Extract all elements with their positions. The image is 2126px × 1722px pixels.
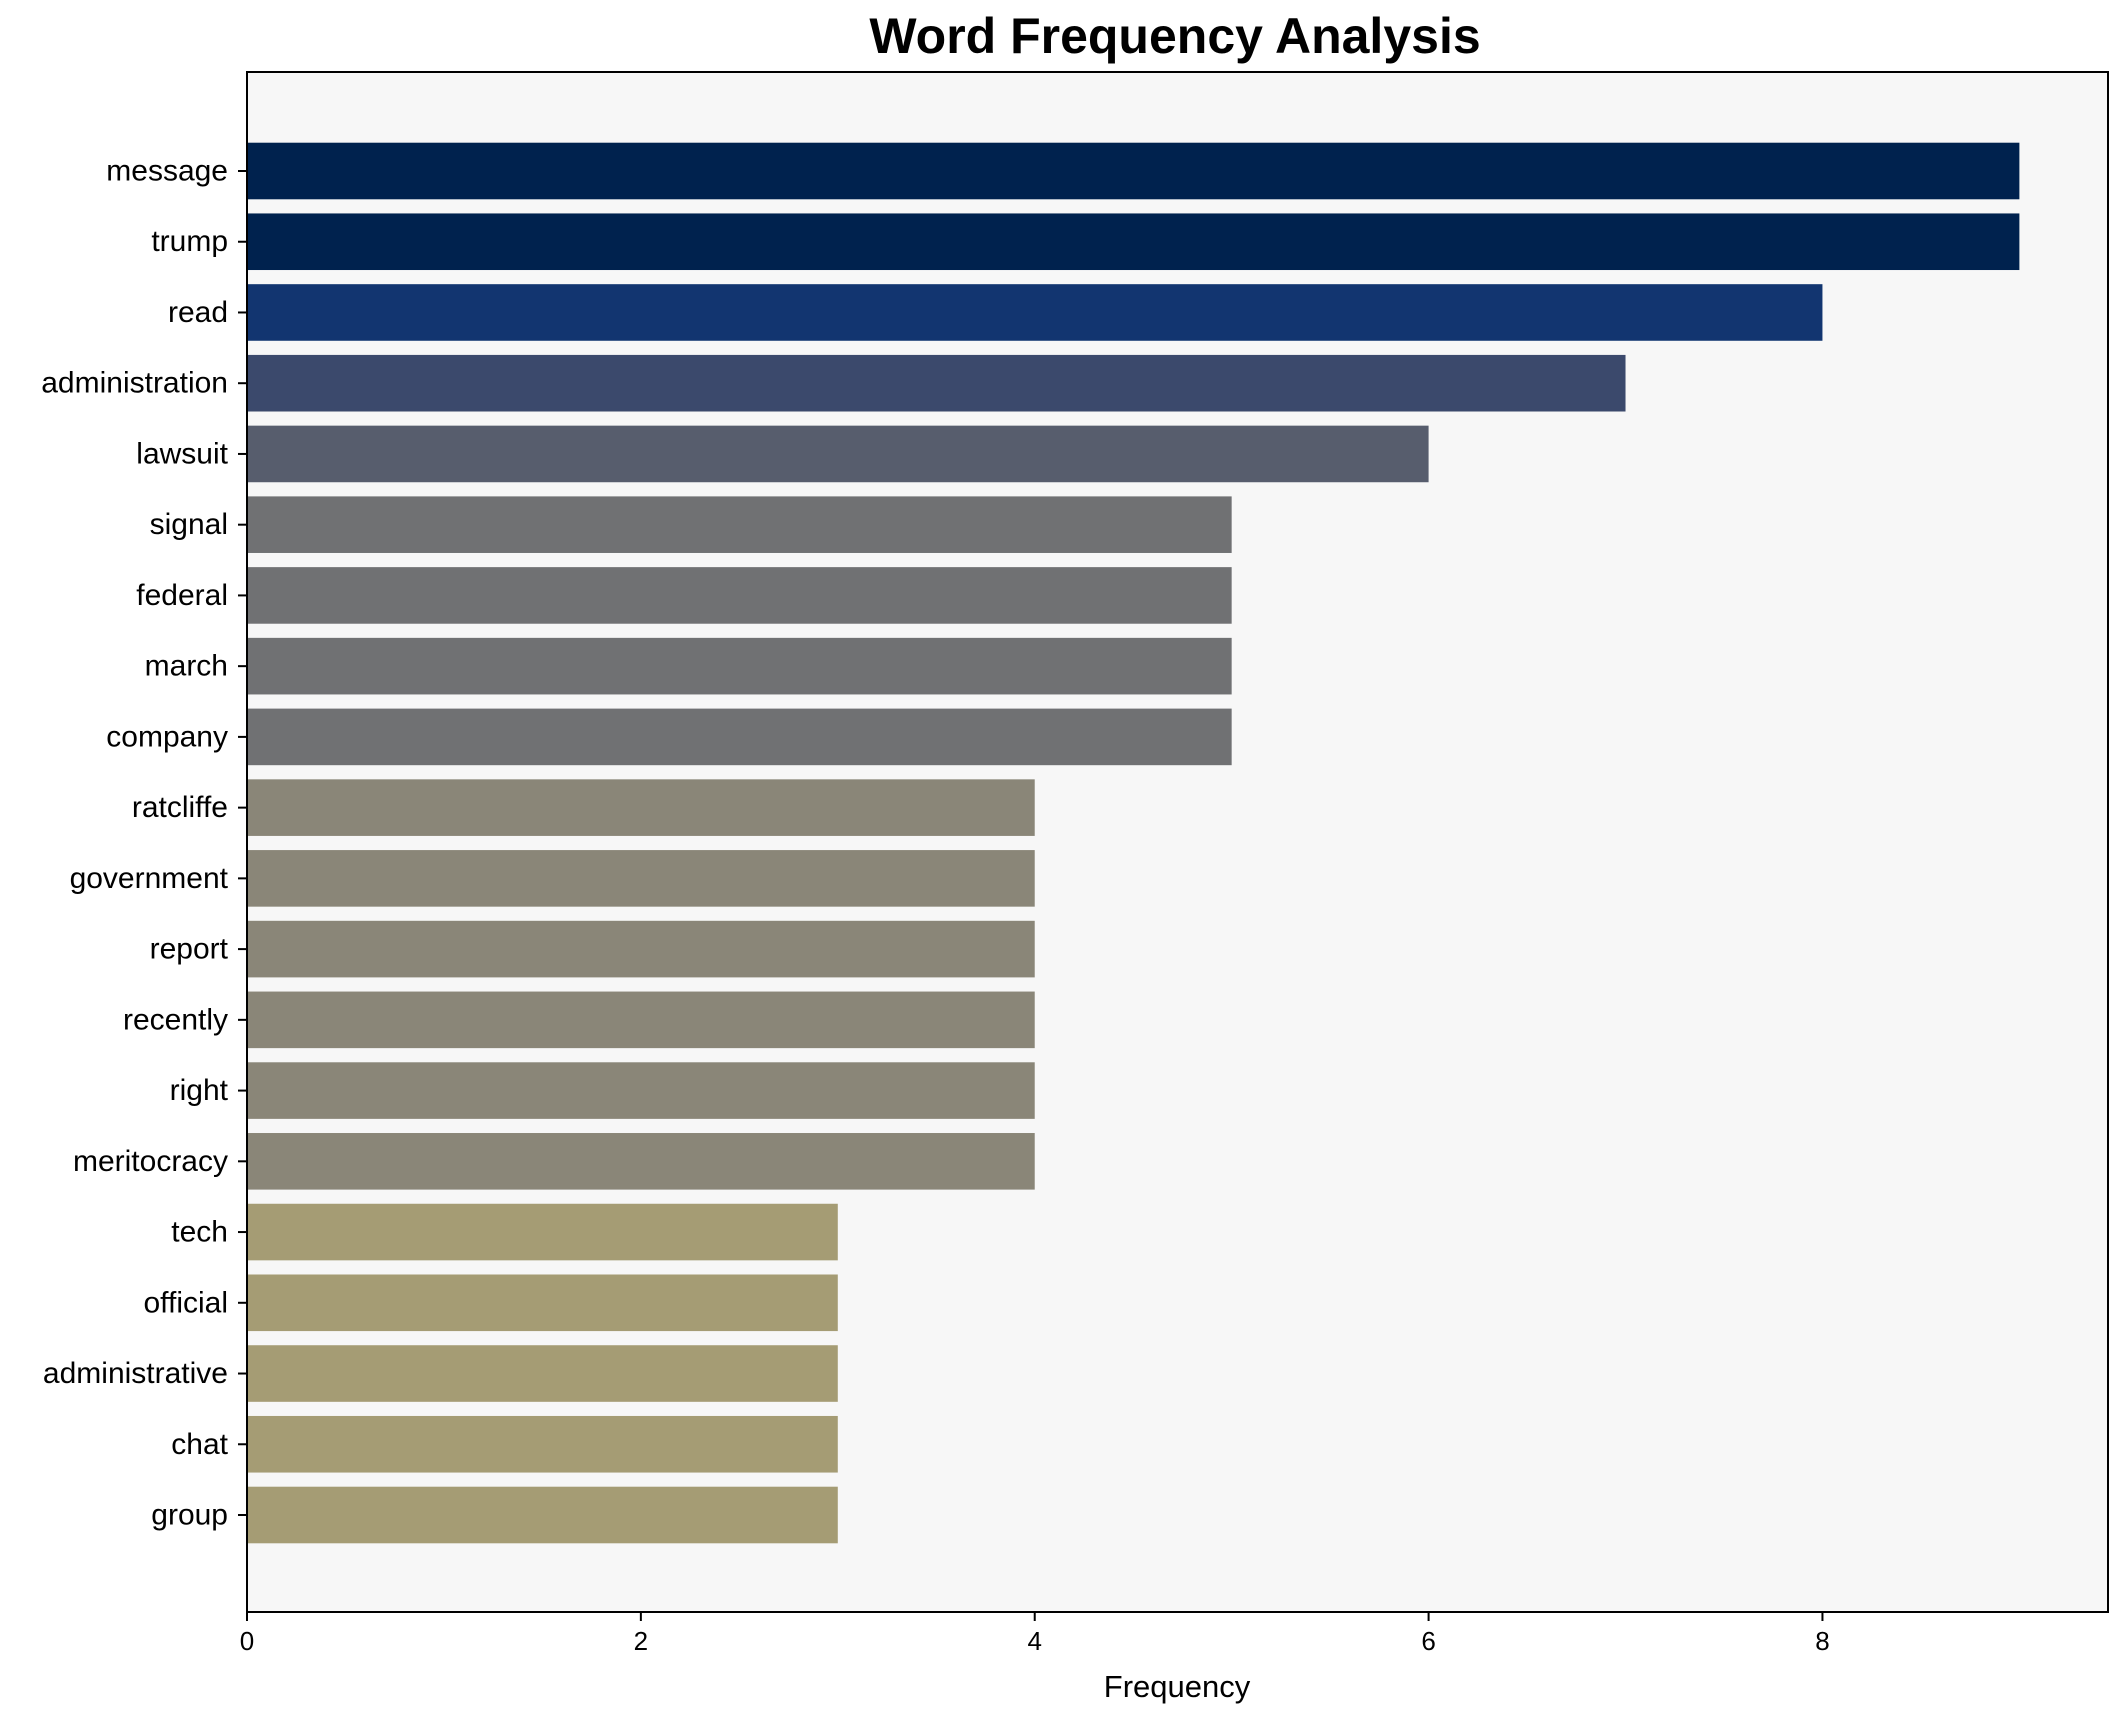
bar-read xyxy=(247,284,1823,341)
bar-tech xyxy=(247,1203,838,1261)
x-tick-label-6: 6 xyxy=(1421,1626,1435,1656)
bar-group xyxy=(247,1486,838,1544)
bars-group xyxy=(247,142,2020,1544)
bar-federal xyxy=(247,567,1232,624)
y-tick-label-march: march xyxy=(145,650,228,683)
chart-title: Word Frequency Analysis xyxy=(869,8,1480,64)
y-tick-label-read: read xyxy=(168,296,228,329)
y-tick-label-trump: trump xyxy=(151,225,228,258)
bar-report xyxy=(247,920,1035,978)
y-tick-label-company: company xyxy=(106,720,228,753)
y-tick-label-administration: administration xyxy=(41,367,228,400)
bar-company xyxy=(247,708,1232,766)
x-ticks: 0 2 4 6 8 xyxy=(240,1612,1830,1656)
x-tick-label-8: 8 xyxy=(1815,1626,1829,1656)
bar-message xyxy=(247,142,2020,200)
y-tick-label-federal: federal xyxy=(136,579,228,612)
y-tick-label-chat: chat xyxy=(171,1428,228,1461)
y-tick-label-message: message xyxy=(106,155,228,188)
bar-ratcliffe xyxy=(247,779,1035,836)
plot-frame xyxy=(246,71,2109,1613)
x-axis-label: Frequency xyxy=(1104,1669,1251,1704)
bar-trump xyxy=(247,213,2020,271)
bar-signal xyxy=(247,496,1232,553)
y-tick-label-official: official xyxy=(144,1286,229,1319)
y-tick-label-recently: recently xyxy=(123,1003,228,1036)
bar-government xyxy=(247,850,1035,907)
y-tick-label-meritocracy: meritocracy xyxy=(73,1145,228,1178)
bar-chat xyxy=(247,1415,838,1473)
bar-lawsuit xyxy=(247,425,1429,483)
x-tick-label-4: 4 xyxy=(1027,1626,1041,1656)
bar-official xyxy=(247,1274,838,1332)
y-tick-label-group: group xyxy=(151,1499,228,1532)
x-tick-label-0: 0 xyxy=(240,1626,254,1656)
y-tick-labels: message trump read administration lawsuit sig… xyxy=(41,155,247,1532)
y-tick-label-ratcliffe: ratcliffe xyxy=(132,791,228,824)
bar-administration xyxy=(247,354,1626,412)
bar-meritocracy xyxy=(247,1133,1035,1190)
bar-recently xyxy=(247,991,1035,1049)
y-tick-label-right: right xyxy=(170,1074,229,1107)
y-tick-label-report: report xyxy=(150,933,229,966)
y-tick-label-government: government xyxy=(70,862,229,895)
bar-administrative xyxy=(247,1345,838,1402)
y-tick-label-tech: tech xyxy=(171,1216,228,1249)
x-tick-label-2: 2 xyxy=(634,1626,648,1656)
y-tick-label-lawsuit: lawsuit xyxy=(136,437,228,470)
bar-march xyxy=(247,637,1232,695)
bar-right xyxy=(247,1062,1035,1119)
y-tick-label-administrative: administrative xyxy=(43,1357,228,1390)
y-tick-label-signal: signal xyxy=(150,508,228,541)
